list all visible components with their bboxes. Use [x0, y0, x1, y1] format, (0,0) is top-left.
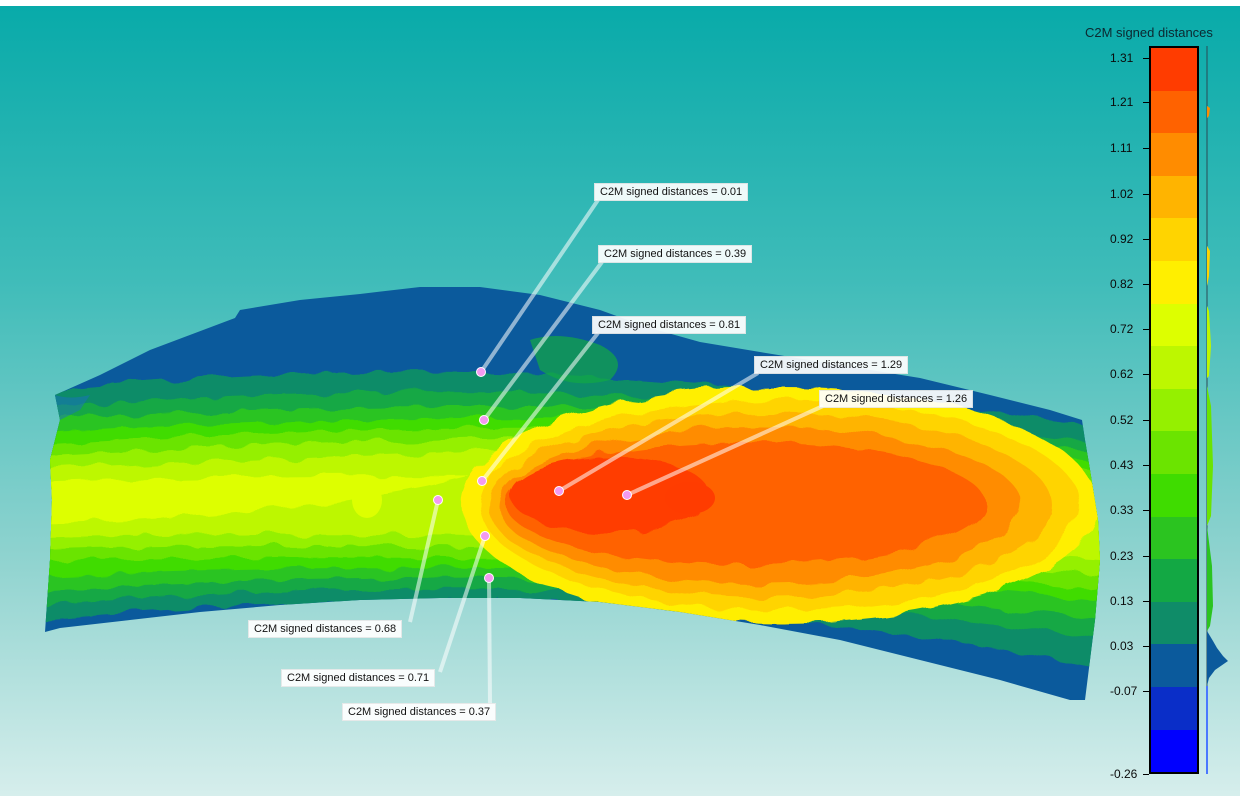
picked-point-marker[interactable]	[622, 490, 632, 500]
scale-tick-mark	[1143, 556, 1149, 557]
point-label[interactable]: C2M signed distances = 0.81	[592, 316, 747, 334]
picked-point-marker[interactable]	[477, 476, 487, 486]
scale-tick-mark	[1143, 420, 1149, 421]
picked-point-marker[interactable]	[480, 531, 490, 541]
picked-point-marker[interactable]	[554, 486, 564, 496]
color-scale-segment	[1151, 516, 1197, 560]
scale-tick-label: 1.21	[1110, 95, 1134, 109]
color-scale-segment	[1151, 644, 1197, 687]
scale-tick-mark	[1143, 284, 1149, 285]
scale-tick-mark	[1143, 148, 1149, 149]
scale-tick-label: -0.07	[1110, 684, 1138, 698]
scale-tick-label: 1.11	[1110, 141, 1133, 155]
scale-tick-label: -0.26	[1110, 767, 1138, 781]
color-scale-bar	[1149, 46, 1199, 774]
point-label[interactable]: C2M signed distances = 0.39	[598, 245, 753, 263]
point-label[interactable]: C2M signed distances = 1.29	[754, 356, 909, 374]
scale-tick-mark	[1143, 691, 1149, 692]
color-scale-segment	[1151, 133, 1197, 176]
scale-tick-mark	[1143, 329, 1149, 330]
picked-point-marker[interactable]	[479, 415, 489, 425]
color-scale-segment	[1151, 303, 1197, 347]
scale-tick-mark	[1143, 601, 1149, 602]
scale-tick-label: 0.72	[1110, 322, 1134, 336]
scale-tick-mark	[1143, 239, 1149, 240]
scale-tick-mark	[1143, 102, 1149, 103]
color-scale-segment	[1151, 260, 1197, 304]
scale-tick-mark	[1143, 58, 1149, 59]
scale-tick-mark	[1143, 465, 1149, 466]
color-scale-segment	[1151, 559, 1197, 602]
scale-tick-label: 0.23	[1110, 549, 1134, 563]
color-scale-segment	[1151, 175, 1197, 219]
viewport-top-strip	[0, 0, 1240, 6]
color-scale-segment	[1151, 686, 1197, 730]
color-scale-segment	[1151, 601, 1197, 645]
scale-tick-mark	[1143, 510, 1149, 511]
scale-tick-label: 0.13	[1110, 594, 1134, 608]
point-label[interactable]: C2M signed distances = 1.26	[819, 390, 974, 408]
scale-tick-label: 1.02	[1110, 187, 1134, 201]
color-scale-segment	[1151, 388, 1197, 432]
color-scale-segment	[1151, 218, 1197, 261]
scale-tick-mark	[1143, 774, 1149, 775]
color-scale-segment	[1151, 431, 1197, 474]
color-scale-segment	[1151, 48, 1197, 91]
picked-point-marker[interactable]	[476, 367, 486, 377]
point-label[interactable]: C2M signed distances = 0.37	[342, 703, 497, 721]
picked-point-marker[interactable]	[433, 495, 443, 505]
scale-tick-label: 0.03	[1110, 639, 1134, 653]
scalar-field-title: C2M signed distances	[1085, 25, 1213, 40]
scale-tick-mark	[1143, 374, 1149, 375]
scale-tick-label: 0.62	[1110, 367, 1134, 381]
scale-tick-mark	[1143, 646, 1149, 647]
scale-tick-mark	[1143, 194, 1149, 195]
scale-tick-label: 0.43	[1110, 458, 1134, 472]
scale-tick-label: 0.52	[1110, 413, 1134, 427]
color-scale-segment	[1151, 346, 1197, 389]
color-scale-segment	[1151, 729, 1197, 773]
scale-tick-label: 0.33	[1110, 503, 1134, 517]
point-label[interactable]: C2M signed distances = 0.68	[248, 620, 403, 638]
scale-tick-label: 0.92	[1110, 232, 1134, 246]
color-scale-segment	[1151, 473, 1197, 517]
scalar-histogram	[1206, 46, 1228, 774]
scale-tick-label: 0.82	[1110, 277, 1134, 291]
point-label[interactable]: C2M signed distances = 0.01	[594, 183, 749, 201]
scale-tick-label: 1.31	[1110, 51, 1134, 65]
picked-point-marker[interactable]	[484, 573, 494, 583]
color-scale-segment	[1151, 90, 1197, 134]
point-label[interactable]: C2M signed distances = 0.71	[281, 669, 436, 687]
